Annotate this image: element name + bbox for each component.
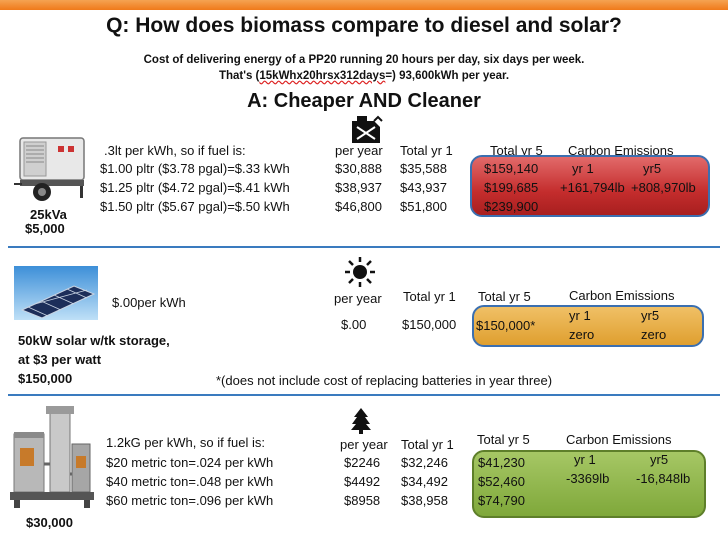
biomass-fuel-row-1: $20 metric ton=.024 per kWh <box>106 455 274 470</box>
diesel-total5-2: $199,685 <box>484 180 539 195</box>
diesel-total5-1: $159,140 <box>484 161 539 176</box>
biomass-per-year-3: $8958 <box>344 493 381 508</box>
diesel-carbon-yr1-label: yr 1 <box>572 161 594 176</box>
solar-results-box <box>472 305 704 347</box>
solar-carbon-yr1-label: yr 1 <box>569 308 591 323</box>
diesel-header-per-year: per year <box>335 143 383 158</box>
biomass-intro: 1.2kG per kWh, so if fuel is: <box>106 435 265 450</box>
biomass-header-carbon: Carbon Emissions <box>566 432 672 447</box>
biomass-total1-3: $38,958 <box>401 493 448 508</box>
diesel-per-year-2: $38,937 <box>335 180 382 195</box>
solar-per-year: $.00 <box>341 317 367 332</box>
biomass-total1-2: $34,492 <box>401 474 448 489</box>
biomass-header-total-yr1: Total yr 1 <box>401 437 454 452</box>
diesel-header-total-yr1: Total yr 1 <box>400 143 453 158</box>
section-divider-1 <box>8 246 720 248</box>
solar-header-carbon: Carbon Emissions <box>569 288 675 303</box>
biomass-price: $30,000 <box>26 515 73 530</box>
tree-icon <box>351 408 371 434</box>
biomass-fuel-row-2: $40 metric ton=.048 per kWh <box>106 474 274 489</box>
solar-desc-1: 50kW solar w/tk storage, <box>18 333 170 348</box>
biomass-gasifier-image <box>10 404 96 512</box>
sun-icon <box>344 256 376 288</box>
diesel-total1-2: $43,937 <box>400 180 447 195</box>
solar-price-per-kwh: $.00per kWh <box>112 295 186 310</box>
solar-carbon-yr1: zero <box>569 327 595 342</box>
biomass-total5-1: $41,230 <box>478 455 525 470</box>
solar-total5: $150,000* <box>476 318 536 333</box>
solar-footnote: *(does not include cost of replacing bat… <box>216 373 553 388</box>
biomass-header-total-yr5: Total yr 5 <box>477 432 530 447</box>
slide-title: Q: How does biomass compare to diesel an… <box>106 14 622 37</box>
diesel-total1-3: $51,800 <box>400 199 447 214</box>
biomass-fuel-row-3: $60 metric ton=.096 per kWh <box>106 493 274 508</box>
biomass-header-per-year: per year <box>340 437 388 452</box>
diesel-fuel-row-3: $1.50 pltr ($5.67 pgal)=$.50 kWh <box>100 199 290 214</box>
biomass-carbon-yr1-label: yr 1 <box>574 452 596 467</box>
diesel-per-year-1: $30,888 <box>335 161 382 176</box>
diesel-price: $5,000 <box>25 221 65 236</box>
biomass-carbon-yr1: -3369lb <box>566 471 610 486</box>
solar-carbon-yr5: zero <box>641 327 667 342</box>
biomass-total5-2: $52,460 <box>478 474 525 489</box>
solar-panel-image <box>14 266 98 320</box>
diesel-intro: .3lt per kWh, so if fuel is: <box>104 143 246 158</box>
subtitle-line-2: That's (15kWhx20hrsx312days=) 93,600kWh … <box>218 70 510 82</box>
diesel-fuel-row-1: $1.00 pltr ($3.78 pgal)=$.33 kWh <box>100 161 290 176</box>
solar-total1: $150,000 <box>402 317 457 332</box>
biomass-carbon-yr5-label: yr5 <box>650 452 669 467</box>
biomass-per-year-2: $4492 <box>344 474 381 489</box>
biomass-total5-3: $74,790 <box>478 493 525 508</box>
solar-desc-2: at $3 per watt <box>18 352 102 367</box>
diesel-header-carbon: Carbon Emissions <box>568 143 674 158</box>
diesel-carbon-yr5: +808,970lb <box>631 180 696 195</box>
diesel-total5-3: $239,900 <box>484 199 539 214</box>
diesel-per-year-3: $46,800 <box>335 199 382 214</box>
biomass-total1-1: $32,246 <box>401 455 448 470</box>
subtitle-line-1: Cost of delivering energy of a PP20 runn… <box>143 54 585 66</box>
diesel-total1-1: $35,588 <box>400 161 447 176</box>
top-accent-bar <box>0 0 728 10</box>
solar-carbon-yr5-label: yr5 <box>641 308 660 323</box>
biomass-per-year-1: $2246 <box>344 455 381 470</box>
diesel-carbon-yr1: +161,794lb <box>560 180 625 195</box>
diesel-results-box <box>470 155 710 217</box>
section-divider-2 <box>8 394 720 396</box>
solar-header-total-yr5: Total yr 5 <box>478 289 531 304</box>
solar-header-total-yr1: Total yr 1 <box>403 289 456 304</box>
diesel-size: 25kVa <box>30 207 67 222</box>
diesel-header-total-yr5: Total yr 5 <box>490 143 543 158</box>
solar-price: $150,000 <box>18 371 73 386</box>
diesel-carbon-yr5-label: yr5 <box>643 161 662 176</box>
diesel-generator-image <box>14 132 94 204</box>
diesel-fuel-row-2: $1.25 pltr ($4.72 pgal)=$.41 kWh <box>100 180 290 195</box>
solar-header-per-year: per year <box>334 291 382 306</box>
fuel-can-icon <box>348 115 384 145</box>
biomass-results-box <box>472 450 706 518</box>
biomass-carbon-yr5: -16,848lb <box>636 471 691 486</box>
answer-heading: A: Cheaper AND Cleaner <box>247 90 481 112</box>
